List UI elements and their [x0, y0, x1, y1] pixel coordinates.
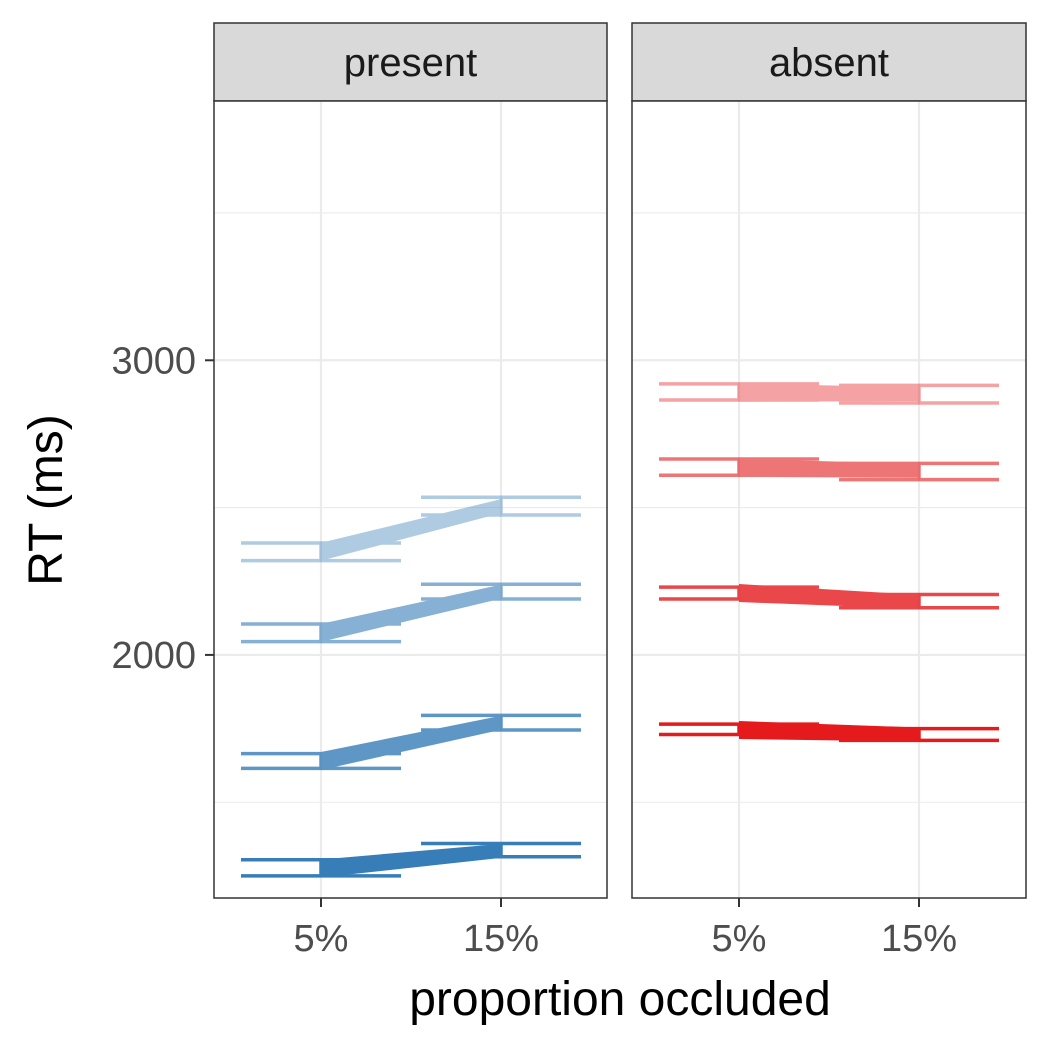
- series-absent-1: [659, 382, 999, 405]
- x-tick-label: 5%: [294, 918, 349, 960]
- x-axis-title: proportion occluded: [409, 973, 831, 1026]
- y-tick-label: 2000: [111, 635, 196, 677]
- series-line: [321, 843, 501, 878]
- y-axis-title: RT (ms): [20, 414, 73, 586]
- facet-strip-present: [213, 22, 608, 102]
- series-present-1: [241, 495, 581, 563]
- series-line: [321, 499, 501, 561]
- series-line: [739, 383, 919, 402]
- x-tick-label: 15%: [881, 918, 957, 960]
- panel-absent: absent: [631, 22, 1027, 899]
- series-present-3: [241, 713, 581, 771]
- panel-present: present: [213, 22, 608, 899]
- series-line: [739, 584, 919, 609]
- series-present-4: [241, 841, 581, 878]
- series-absent-2: [659, 457, 999, 482]
- x-tick-label: 15%: [463, 918, 539, 960]
- facet-label-present: present: [344, 41, 477, 85]
- panel-border: [213, 100, 608, 899]
- facet-label-absent: absent: [769, 41, 889, 85]
- panel-background: [214, 101, 607, 898]
- y-tick-label: 3000: [111, 340, 196, 382]
- panel-border: [631, 100, 1027, 899]
- series-absent-3: [659, 584, 999, 610]
- axis-layer: 5% 15% 5% 15% 2000 3000: [111, 340, 957, 960]
- panels-layer: present absent: [213, 22, 1027, 899]
- panel-background: [632, 101, 1026, 898]
- series-absent-4: [659, 721, 999, 743]
- series-line: [739, 721, 919, 742]
- series-present-2: [241, 582, 581, 644]
- x-tick-label: 5%: [712, 918, 767, 960]
